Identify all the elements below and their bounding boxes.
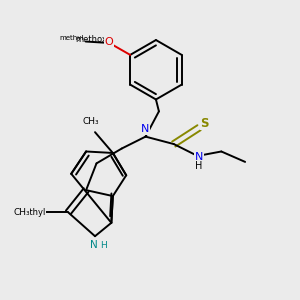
Text: N: N bbox=[141, 124, 149, 134]
Text: methoxy: methoxy bbox=[75, 34, 112, 43]
Text: N: N bbox=[195, 152, 203, 162]
Text: CH₃: CH₃ bbox=[13, 208, 30, 217]
Text: O: O bbox=[104, 38, 113, 47]
Text: S: S bbox=[200, 117, 208, 130]
Text: methyl: methyl bbox=[16, 208, 46, 217]
Text: H: H bbox=[195, 161, 203, 171]
Text: CH₃: CH₃ bbox=[82, 117, 99, 126]
Text: N: N bbox=[90, 240, 98, 250]
Text: H: H bbox=[100, 241, 107, 250]
Text: methyl: methyl bbox=[60, 35, 84, 41]
